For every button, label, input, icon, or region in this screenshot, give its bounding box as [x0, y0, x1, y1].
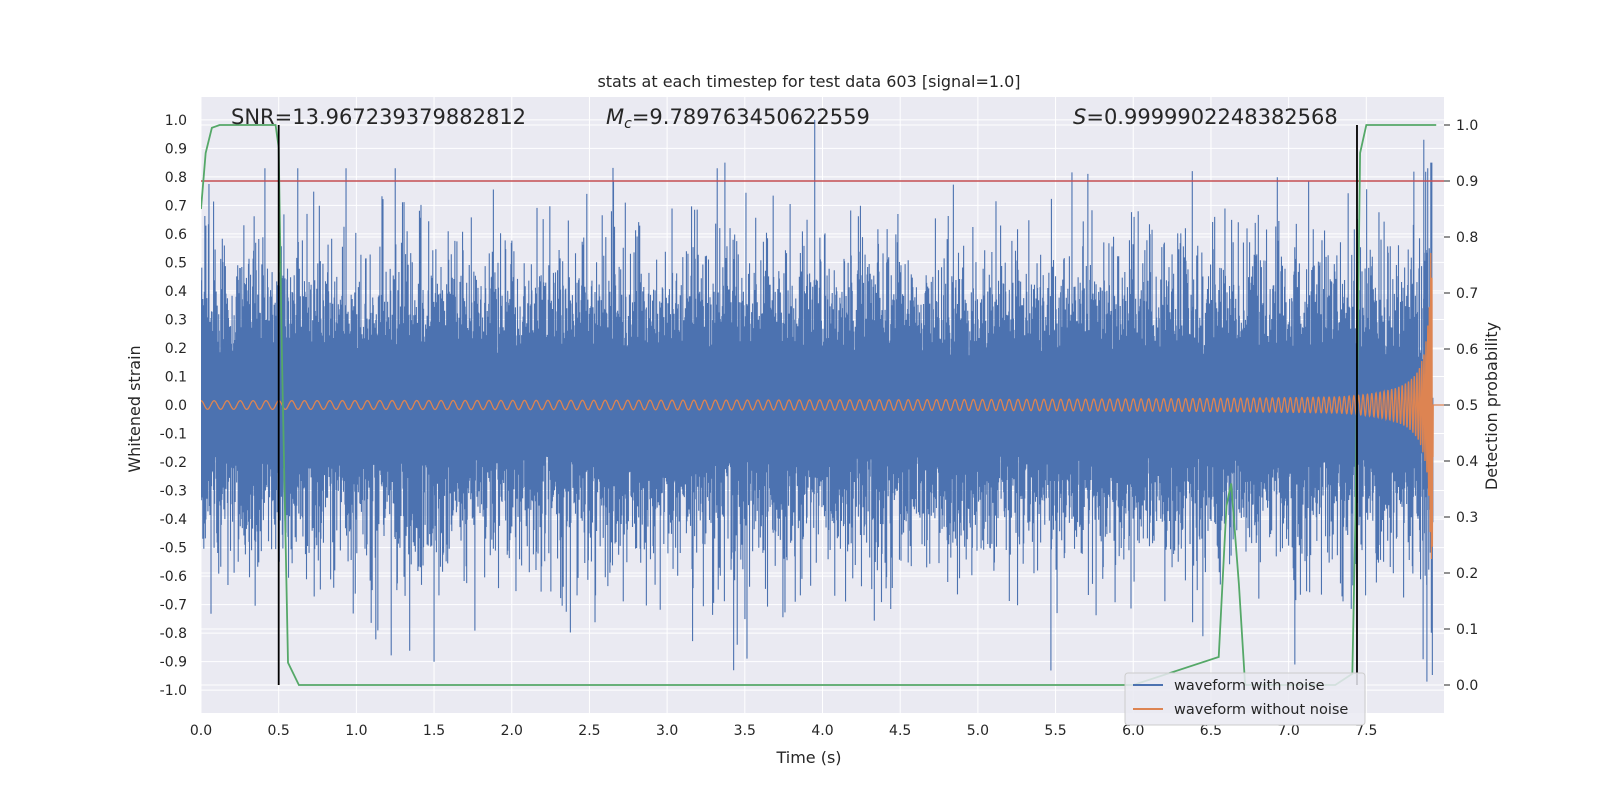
y2-tick-label: 0.5 — [1456, 398, 1478, 414]
series-waveform-without-noise — [201, 252, 1444, 560]
legend-label-clean: waveform without noise — [1174, 702, 1348, 718]
y2-tick-label: 0.6 — [1456, 342, 1478, 358]
mc-annotation: Mc=9.789763450622559 — [606, 105, 870, 132]
y-tick-label: -0.1 — [160, 427, 187, 443]
y2-axis-label: Detection probability — [1482, 322, 1501, 490]
y2-tick-label: 1.0 — [1456, 118, 1478, 134]
snr-annotation: SNR=13.967239379882812 — [231, 105, 526, 129]
legend-box — [1124, 672, 1366, 726]
y2-tick-label: 0.3 — [1456, 510, 1478, 526]
x-tick-label: 1.5 — [423, 723, 445, 739]
x-tick-label: 2.5 — [578, 723, 600, 739]
x-tick-label: 7.0 — [1277, 723, 1299, 739]
mc-symbol: M — [606, 105, 624, 129]
y-tick-label: 0.4 — [165, 284, 187, 300]
mc-subscript: c — [624, 116, 632, 132]
mc-value: =9.789763450622559 — [632, 105, 870, 129]
x-tick-label: 4.0 — [811, 723, 833, 739]
y2-tick-label: 0.7 — [1456, 286, 1478, 302]
y-tick-label: 0.8 — [165, 170, 187, 186]
y-tick-label: -0.9 — [160, 655, 187, 671]
y-tick-label: -1.0 — [160, 683, 187, 699]
y-tick-label: 0.9 — [165, 141, 187, 157]
y-tick-label: -0.7 — [160, 598, 187, 614]
x-tick-label: 7.5 — [1355, 723, 1377, 739]
x-tick-label: 6.5 — [1200, 723, 1222, 739]
x-tick-label: 1.0 — [345, 723, 367, 739]
s-annotation: S=0.9999902248382568 — [1073, 105, 1338, 129]
series-waveform-with-noise — [201, 119, 1434, 682]
y-tick-label: -0.3 — [160, 484, 187, 500]
x-tick-label: 5.0 — [967, 723, 989, 739]
x-tick-label: 3.0 — [656, 723, 678, 739]
legend: waveform with noise waveform without noi… — [1124, 672, 1366, 726]
chart-title: stats at each timestep for test data 603… — [597, 72, 1020, 91]
legend-label-noise: waveform with noise — [1174, 678, 1325, 694]
x-tick-label: 0.5 — [268, 723, 290, 739]
s-value: =0.9999902248382568 — [1086, 105, 1337, 129]
y-tick-label: -0.8 — [160, 626, 187, 642]
x-tick-label: 6.0 — [1122, 723, 1144, 739]
x-axis-label: Time (s) — [775, 748, 841, 767]
y-tick-label: 0.7 — [165, 198, 187, 214]
y-tick-label: -0.4 — [160, 512, 187, 528]
y-tick-label: 0.3 — [165, 312, 187, 328]
y-tick-label: -0.5 — [160, 541, 187, 557]
y-tick-label: -0.2 — [160, 455, 187, 471]
y-tick-label: 0.0 — [165, 398, 187, 414]
y-tick-label: 0.5 — [165, 255, 187, 271]
s-symbol: S — [1073, 105, 1086, 129]
x-tick-label: 0.0 — [190, 723, 212, 739]
y-tick-label: 0.6 — [165, 227, 187, 243]
x-tick-label: 3.5 — [734, 723, 756, 739]
y2-axis-ticks: 1.0 0.9 0.8 0.7 0.6 0.5 0.4 0.3 0.2 0.1 0.0 — [1444, 118, 1478, 694]
x-tick-label: 5.5 — [1044, 723, 1066, 739]
y-tick-label: 1.0 — [165, 113, 187, 129]
y2-tick-label: 0.9 — [1456, 174, 1478, 190]
y2-tick-label: 0.8 — [1456, 230, 1478, 246]
y-axis-ticks: 1.0 0.9 0.8 0.7 0.6 0.5 0.4 0.3 0.2 0.1 0.0 -0.1 -0.… — [160, 113, 187, 699]
y2-tick-label: 0.1 — [1456, 622, 1478, 638]
y2-tick-label: 0.4 — [1456, 454, 1478, 470]
y-tick-label: -0.6 — [160, 569, 187, 585]
x-axis-ticks: 0.0 0.5 1.0 1.5 2.0 2.5 3.0 3.5 4.0 4.5 5.0 5.5 6.0 6… — [190, 723, 1378, 739]
y-tick-label: 0.1 — [165, 369, 187, 385]
y2-tick-label: 0.0 — [1456, 678, 1478, 694]
y-tick-label: 0.2 — [165, 341, 187, 357]
x-tick-label: 4.5 — [889, 723, 911, 739]
y2-tick-label: 0.2 — [1456, 566, 1478, 582]
y-axis-label: Whitened strain — [125, 345, 144, 472]
x-tick-label: 2.0 — [501, 723, 523, 739]
